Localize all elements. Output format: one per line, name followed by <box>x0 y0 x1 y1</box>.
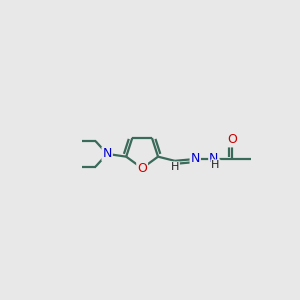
Text: H: H <box>211 160 220 170</box>
Text: N: N <box>209 152 218 166</box>
Text: O: O <box>227 134 237 146</box>
Text: N: N <box>190 152 200 166</box>
Text: O: O <box>137 162 147 175</box>
Text: N: N <box>103 147 112 161</box>
Text: H: H <box>171 162 179 172</box>
